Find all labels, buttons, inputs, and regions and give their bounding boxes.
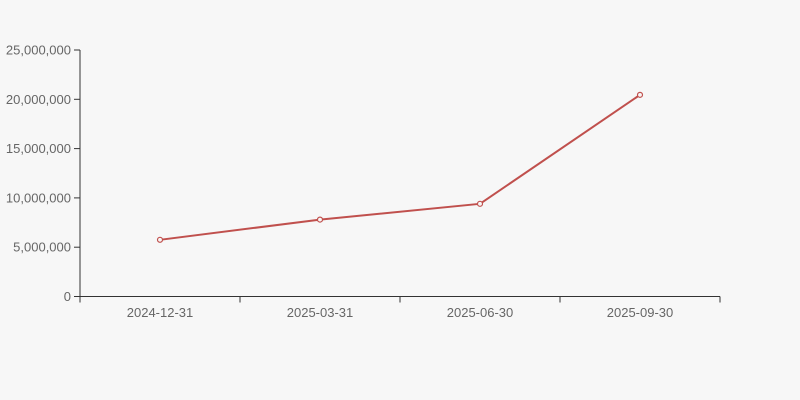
y-axis-tick-label: 0 (64, 289, 71, 304)
y-axis-tick-label: 15,000,000 (6, 141, 71, 156)
data-point-marker[interactable] (156, 236, 164, 243)
data-point-marker[interactable] (316, 216, 324, 223)
data-point-marker[interactable] (636, 91, 644, 98)
y-axis-tick-label: 20,000,000 (6, 92, 71, 107)
y-axis-tick-label: 10,000,000 (6, 190, 71, 205)
x-axis-label: 2024-12-31 (127, 305, 194, 320)
x-axis-label: 2025-06-30 (447, 305, 514, 320)
x-axis-label: 2025-03-31 (287, 305, 354, 320)
y-axis-tick-label: 5,000,000 (13, 240, 71, 255)
series-line (159, 93, 641, 241)
x-axis-label: 2025-09-30 (607, 305, 674, 320)
y-axis-tick-label: 25,000,000 (6, 43, 71, 58)
data-point-marker[interactable] (476, 200, 484, 207)
